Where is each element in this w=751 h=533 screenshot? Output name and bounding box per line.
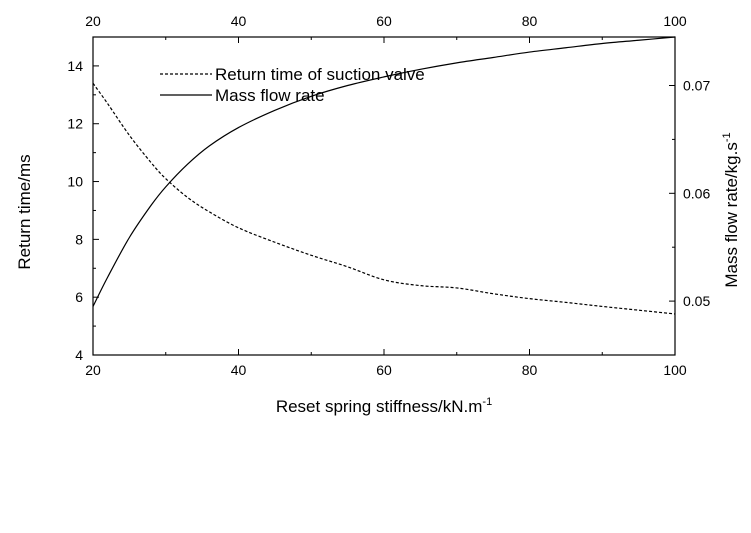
y-left-tick-label: 12 — [67, 116, 83, 132]
legend-label-mass-flow: Mass flow rate — [215, 86, 325, 105]
y-left-tick-label: 4 — [75, 347, 83, 363]
x-axis-title-sup: -1 — [482, 396, 492, 408]
x-tick-label-bottom: 80 — [522, 362, 538, 378]
y-left-tick-label: 8 — [75, 231, 83, 247]
y-right-tick-label: 0.05 — [683, 293, 710, 309]
x-tick-label-bottom: 20 — [85, 362, 101, 378]
y-right-tick-label: 0.06 — [683, 185, 710, 201]
y-right-tick-label: 0.07 — [683, 78, 710, 94]
legend: Return time of suction valve Mass flow r… — [160, 65, 425, 105]
x-tick-label-bottom: 60 — [376, 362, 392, 378]
legend-label-return-time: Return time of suction valve — [215, 65, 425, 84]
x-tick-label-bottom: 40 — [231, 362, 247, 378]
y-right-axis-title-sup: -1 — [721, 132, 733, 142]
x-tick-label-top: 60 — [376, 13, 392, 29]
y-right-axis-title-main: Mass flow rate/kg.s — [722, 142, 741, 288]
series-line-return-time — [93, 83, 675, 314]
y-left-tick-label: 10 — [67, 174, 83, 190]
y-right-axis-title: Mass flow rate/kg.s-1 — [721, 132, 741, 287]
plot-frame — [93, 37, 675, 355]
y-left-axis-title: Return time/ms — [15, 154, 34, 269]
x-axis-title-main: Reset spring stiffness/kN.m — [276, 397, 483, 416]
x-axis-title: Reset spring stiffness/kN.m-1 — [276, 396, 492, 416]
x-tick-label-top: 20 — [85, 13, 101, 29]
y-left-tick-label: 14 — [67, 58, 83, 74]
x-tick-label-bottom: 100 — [663, 362, 687, 378]
x-tick-label-top: 80 — [522, 13, 538, 29]
x-tick-label-top: 40 — [231, 13, 247, 29]
x-tick-label-top: 100 — [663, 13, 687, 29]
y-left-tick-label: 6 — [75, 289, 83, 305]
